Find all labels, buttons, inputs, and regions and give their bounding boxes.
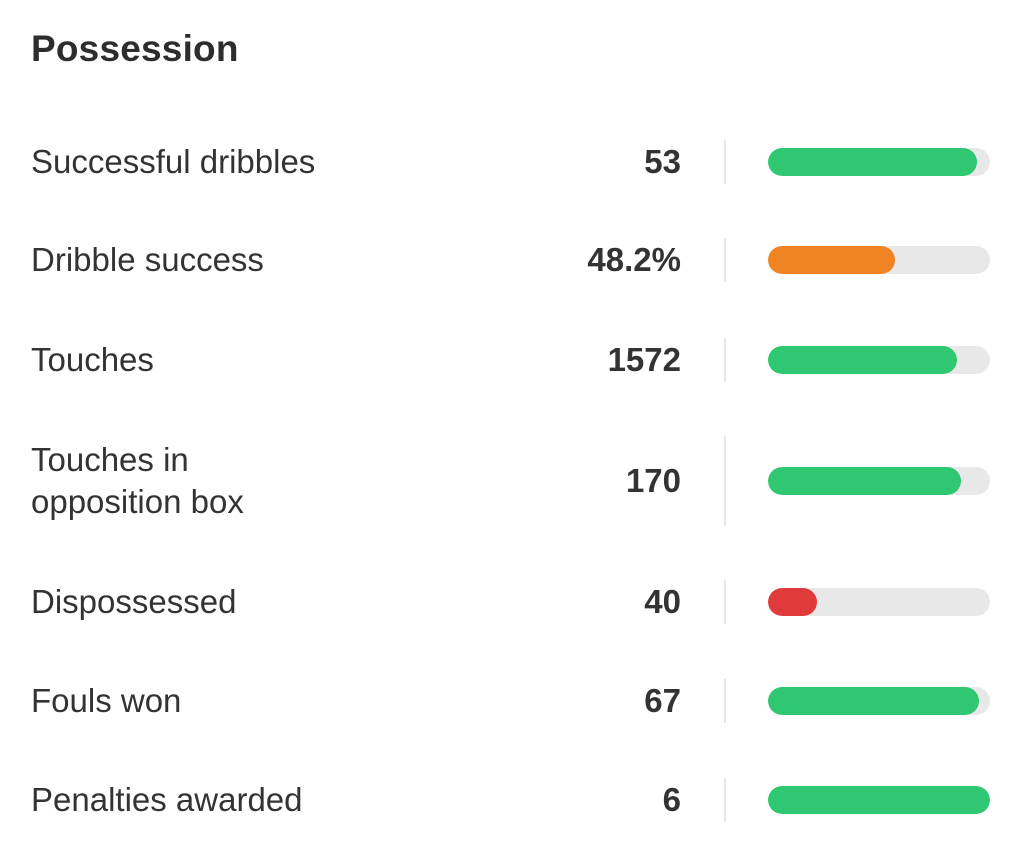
rating-bar-fill xyxy=(768,588,817,616)
stat-value: 53 xyxy=(644,143,681,180)
divider xyxy=(724,436,726,526)
rating-bar xyxy=(768,588,990,616)
stat-row-dispossessed[interactable]: Dispossessed 40 xyxy=(0,580,1024,624)
divider xyxy=(724,679,726,723)
divider xyxy=(724,238,726,282)
stat-row-touches-in-opposition-box[interactable]: Touches in opposition box 170 xyxy=(0,436,1024,526)
stat-label: Dribble success xyxy=(31,241,264,278)
rating-bar xyxy=(768,346,990,374)
divider xyxy=(724,338,726,382)
rating-bar-fill xyxy=(768,786,990,814)
stat-row-dribble-success[interactable]: Dribble success 48.2% xyxy=(0,238,1024,282)
stat-label: Penalties awarded xyxy=(31,781,303,818)
rating-bar xyxy=(768,148,990,176)
stat-value: 48.2% xyxy=(587,241,681,278)
stat-label: Touches in opposition box xyxy=(31,441,244,520)
rating-bar-fill xyxy=(768,246,895,274)
stat-row-touches[interactable]: Touches 1572 xyxy=(0,338,1024,382)
stat-value: 1572 xyxy=(607,341,681,378)
rating-bar xyxy=(768,687,990,715)
divider xyxy=(724,778,726,822)
stat-value: 6 xyxy=(662,781,681,818)
rating-bar-fill xyxy=(768,346,957,374)
divider xyxy=(724,580,726,624)
stat-label: Dispossessed xyxy=(31,583,237,620)
section-title: Possession xyxy=(31,28,239,69)
rating-bar xyxy=(768,467,990,495)
stat-label: Fouls won xyxy=(31,682,182,719)
stat-label: Successful dribbles xyxy=(31,143,316,180)
divider xyxy=(724,140,726,184)
stat-value: 170 xyxy=(625,462,681,499)
rating-bar xyxy=(768,246,990,274)
stat-value: 67 xyxy=(644,682,681,719)
stat-row-fouls-won[interactable]: Fouls won 67 xyxy=(0,679,1024,723)
rating-bar xyxy=(768,786,990,814)
rating-bar-fill xyxy=(768,687,979,715)
rating-bar-fill xyxy=(768,467,962,495)
stat-row-successful-dribbles[interactable]: Successful dribbles 53 xyxy=(0,140,1024,184)
stat-row-penalties-awarded[interactable]: Penalties awarded 6 xyxy=(0,778,1024,822)
stat-label: Touches xyxy=(31,341,154,378)
rating-bar-fill xyxy=(768,148,977,176)
stat-value: 40 xyxy=(644,583,681,620)
